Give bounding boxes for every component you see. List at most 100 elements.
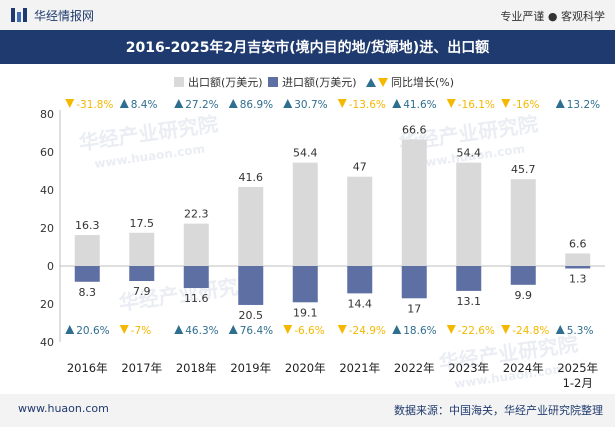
legend-down-triangle-icon bbox=[378, 78, 388, 87]
y-tick-label: 40 bbox=[40, 184, 54, 197]
export-bar bbox=[510, 179, 536, 266]
down-triangle-icon bbox=[65, 99, 75, 108]
down-triangle-icon bbox=[446, 99, 456, 108]
import-yoy-label: -24.8% bbox=[512, 325, 549, 337]
up-triangle-icon bbox=[555, 325, 565, 334]
x-tick-label: 2024年 bbox=[503, 361, 544, 375]
export-value-label: 16.3 bbox=[75, 219, 100, 232]
import-value-label: 13.1 bbox=[457, 295, 482, 308]
import-value-label: 17 bbox=[407, 302, 421, 315]
export-bar bbox=[292, 162, 318, 266]
x-tick-label: 2023年 bbox=[448, 361, 489, 375]
import-value-label: 8.3 bbox=[79, 286, 97, 299]
down-triangle-icon bbox=[283, 325, 293, 334]
x-tick-label: 2020年 bbox=[285, 361, 326, 375]
y-tick-label: 0 bbox=[47, 260, 54, 273]
chart-panel: 出口额(万美元) 进口额(万美元) 同比增长(%) 华经产业研究院 www.hu… bbox=[0, 64, 615, 394]
up-triangle-icon bbox=[174, 99, 184, 108]
page-title: 2016-2025年2月吉安市(境内目的地/货源地)进、出口额 bbox=[0, 30, 615, 64]
x-tick-label: 2021年 bbox=[339, 361, 380, 375]
footer-website-link[interactable]: www.huaon.com bbox=[18, 402, 109, 415]
x-axis: 2016年 2017年 2018年 2019年 2020年 2021年 2022年 2023年… bbox=[67, 361, 598, 390]
down-triangle-icon bbox=[337, 99, 347, 108]
import-bar bbox=[401, 266, 427, 299]
export-value-label: 66.6 bbox=[402, 123, 427, 136]
import-bar bbox=[565, 266, 591, 269]
up-triangle-icon bbox=[555, 99, 565, 108]
export-bar bbox=[401, 139, 427, 266]
x-tick-label: 2022年 bbox=[394, 361, 435, 375]
import-yoy-label: -7% bbox=[131, 325, 151, 337]
import-bar bbox=[347, 266, 373, 294]
brand[interactable]: 华经情报网 bbox=[10, 6, 94, 24]
import-yoy-label: 46.3% bbox=[185, 325, 218, 337]
tagline: 专业严谨 ● 客观科学 bbox=[500, 10, 605, 23]
x-tick-label: 2025年 bbox=[557, 361, 598, 375]
x-tick-label: 2016年 bbox=[67, 361, 108, 375]
x-tick-label: 2018年 bbox=[176, 361, 217, 375]
import-bar bbox=[456, 266, 482, 291]
down-triangle-icon bbox=[501, 99, 511, 108]
export-value-label: 54.4 bbox=[293, 147, 318, 160]
top-bar: 华经情报网 专业严谨 ● 客观科学 bbox=[0, 0, 615, 30]
export-value-label: 45.7 bbox=[511, 163, 536, 176]
down-triangle-icon bbox=[119, 325, 129, 334]
export-bar bbox=[565, 253, 591, 266]
import-bar bbox=[183, 266, 209, 289]
import-yoy-label: -22.6% bbox=[458, 325, 495, 337]
x-tick-label: 2017年 bbox=[121, 361, 162, 375]
up-triangle-icon bbox=[392, 325, 402, 334]
up-triangle-icon bbox=[119, 99, 129, 108]
up-triangle-icon bbox=[65, 325, 75, 334]
export-value-label: 41.6 bbox=[239, 171, 264, 184]
export-yoy-label: -13.6% bbox=[349, 99, 386, 111]
export-yoy-label: 86.9% bbox=[240, 99, 273, 111]
legend: 出口额(万美元) 进口额(万美元) 同比增长(%) bbox=[174, 75, 454, 89]
export-yoy-label: -16.1% bbox=[458, 99, 495, 111]
import-value-label: 7.9 bbox=[133, 285, 151, 298]
brand-logo-icon bbox=[11, 8, 27, 22]
import-value-label: 20.5 bbox=[239, 309, 264, 322]
export-yoy-label: 13.2% bbox=[567, 99, 600, 111]
import-value-label: 11.6 bbox=[184, 292, 209, 305]
legend-import-label: 进口额(万美元) bbox=[282, 76, 357, 89]
export-yoy-label: 41.6% bbox=[403, 99, 436, 111]
import-bar bbox=[510, 266, 536, 285]
legend-export-swatch bbox=[174, 77, 184, 87]
y-tick-label: 60 bbox=[40, 146, 54, 159]
export-yoy-label: 27.2% bbox=[185, 99, 218, 111]
brand-name: 华经情报网 bbox=[34, 8, 95, 23]
import-yoy-label: 20.6% bbox=[76, 325, 109, 337]
down-triangle-icon bbox=[446, 325, 456, 334]
export-value-label: 22.3 bbox=[184, 208, 209, 221]
export-bar bbox=[456, 162, 482, 266]
import-bar bbox=[292, 266, 318, 303]
export-bar bbox=[129, 232, 155, 266]
up-triangle-icon bbox=[174, 325, 184, 334]
down-triangle-icon bbox=[501, 325, 511, 334]
export-yoy-label: -31.8% bbox=[76, 99, 113, 111]
export-value-label: 17.5 bbox=[130, 217, 155, 230]
import-value-label: 19.1 bbox=[293, 306, 318, 319]
import-value-label: 1.3 bbox=[569, 272, 587, 285]
import-bar bbox=[74, 266, 100, 282]
import-yoy-label: -6.6% bbox=[294, 325, 324, 337]
import-yoy-label: 18.6% bbox=[403, 325, 436, 337]
export-bar bbox=[74, 235, 100, 266]
import-yoy-label: 76.4% bbox=[240, 325, 273, 337]
y-tick-label: 80 bbox=[40, 108, 54, 121]
export-yoy-label: 30.7% bbox=[294, 99, 327, 111]
export-value-label: 6.6 bbox=[569, 237, 587, 250]
legend-up-triangle-icon bbox=[366, 78, 376, 87]
chart: 出口额(万美元) 进口额(万美元) 同比增长(%) 华经产业研究院 www.hu… bbox=[40, 75, 605, 391]
export-value-label: 47 bbox=[353, 161, 367, 174]
data-labels: 16.3 8.3 17.5 7.9 22.3 11.6 41.6 20.5 54.4 19.1 47… bbox=[75, 123, 587, 321]
export-bar bbox=[347, 176, 373, 266]
y-tick-label: 20 bbox=[40, 298, 54, 311]
import-yoy-label: 5.3% bbox=[567, 325, 594, 337]
down-triangle-icon bbox=[337, 325, 347, 334]
import-bar bbox=[129, 266, 155, 282]
export-yoy-label: 8.4% bbox=[131, 99, 158, 111]
legend-import-swatch bbox=[268, 77, 278, 87]
